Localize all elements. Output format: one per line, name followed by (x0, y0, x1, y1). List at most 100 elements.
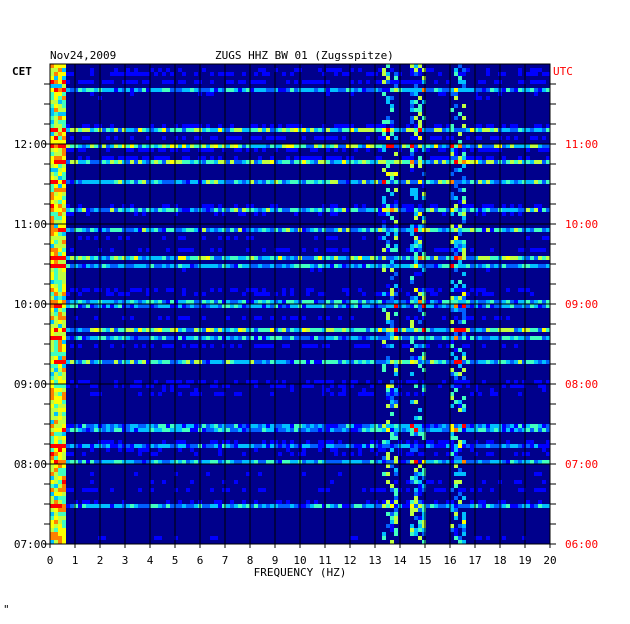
spectrogram-cell (106, 304, 110, 308)
spectrogram-cell (394, 432, 398, 436)
spectrogram-cell (406, 328, 410, 332)
spectrogram-cell (186, 380, 190, 384)
spectrogram-cell (182, 300, 186, 304)
spectrogram-cell (342, 144, 346, 148)
spectrogram-cell (334, 128, 338, 132)
spectrogram-cell (386, 420, 390, 424)
spectrogram-cell (214, 228, 218, 232)
spectrogram-cell (454, 484, 458, 488)
spectrogram-cell (62, 172, 66, 176)
spectrogram-cell (378, 504, 382, 508)
spectrogram-cell (94, 328, 98, 332)
spectrogram-cell (542, 128, 546, 132)
spectrogram-cell (426, 144, 430, 148)
spectrogram-cell (282, 288, 286, 292)
spectrogram-cell (518, 156, 522, 160)
spectrogram-cell (58, 348, 62, 352)
spectrogram-cell (58, 140, 62, 144)
spectrogram-cell (542, 504, 546, 508)
spectrogram-cell (286, 180, 290, 184)
spectrogram-cell (166, 68, 170, 72)
spectrogram-cell (422, 444, 426, 448)
spectrogram-cell (466, 304, 470, 308)
spectrogram-cell (58, 216, 62, 220)
spectrogram-cell (386, 404, 390, 408)
spectrogram-cell (258, 336, 262, 340)
spectrogram-cell (118, 264, 122, 268)
spectrogram-cell (334, 88, 338, 92)
spectrogram-cell (330, 444, 334, 448)
spectrogram-cell (50, 504, 54, 508)
spectrogram-cell (466, 504, 470, 508)
spectrogram-cell (354, 428, 358, 432)
spectrogram-cell (414, 336, 418, 340)
spectrogram-cell (494, 316, 498, 320)
spectrogram-cell (434, 428, 438, 432)
spectrogram-cell (510, 424, 514, 428)
spectrogram-cell (154, 360, 158, 364)
spectrogram-cell (382, 224, 386, 228)
spectrogram-cell (54, 96, 58, 100)
spectrogram-cell (122, 88, 126, 92)
spectrogram-cell (270, 128, 274, 132)
spectrogram-cell (346, 88, 350, 92)
spectrogram-cell (414, 192, 418, 196)
spectrogram-cell (486, 68, 490, 72)
spectrogram-cell (286, 424, 290, 428)
spectrogram-cell (490, 336, 494, 340)
spectrogram-cell (302, 344, 306, 348)
spectrogram-cell (402, 504, 406, 508)
spectrogram-cell (442, 460, 446, 464)
spectrogram-cell (174, 88, 178, 92)
spectrogram-cell (382, 444, 386, 448)
spectrogram-cell (366, 228, 370, 232)
spectrogram-cell (418, 300, 422, 304)
spectrogram-cell (330, 208, 334, 212)
spectrogram-cell (210, 488, 214, 492)
spectrogram-cell (338, 360, 342, 364)
spectrogram-cell (422, 116, 426, 120)
spectrogram-cell (418, 288, 422, 292)
spectrogram-cell (62, 204, 66, 208)
spectrogram-cell (94, 264, 98, 268)
spectrogram-cell (90, 180, 94, 184)
spectrogram-cell (502, 208, 506, 212)
spectrogram-cell (534, 360, 538, 364)
spectrogram-cell (506, 160, 510, 164)
spectrogram-cell (342, 304, 346, 308)
spectrogram-cell (158, 208, 162, 212)
spectrogram-cell (86, 180, 90, 184)
spectrogram-cell (318, 144, 322, 148)
spectrogram-cell (378, 460, 382, 464)
spectrogram-cell (70, 328, 74, 332)
spectrogram-cell (142, 148, 146, 152)
spectrogram-cell (58, 120, 62, 124)
spectrogram-cell (250, 144, 254, 148)
spectrogram-cell (194, 392, 198, 396)
spectrogram-cell (106, 144, 110, 148)
spectrogram-cell (130, 72, 134, 76)
spectrogram-cell (310, 360, 314, 364)
spectrogram-cell (390, 388, 394, 392)
spectrogram-cell (54, 204, 58, 208)
spectrogram-cell (414, 356, 418, 360)
spectrogram-cell (194, 344, 198, 348)
spectrogram-cell (210, 148, 214, 152)
spectrogram-cell (270, 228, 274, 232)
spectrogram-cell (374, 328, 378, 332)
spectrogram-cell (422, 256, 426, 260)
spectrogram-cell (262, 328, 266, 332)
spectrogram-cell (50, 360, 54, 364)
spectrogram-cell (202, 424, 206, 428)
spectrogram-cell (242, 304, 246, 308)
spectrogram-cell (114, 128, 118, 132)
spectrogram-cell (454, 160, 458, 164)
spectrogram-cell (166, 204, 170, 208)
spectrogram-cell (266, 328, 270, 332)
spectrogram-cell (470, 300, 474, 304)
spectrogram-cell (438, 256, 442, 260)
spectrogram-cell (66, 328, 70, 332)
spectrogram-cell (386, 336, 390, 340)
spectrogram-cell (162, 228, 166, 232)
spectrogram-cell (286, 328, 290, 332)
